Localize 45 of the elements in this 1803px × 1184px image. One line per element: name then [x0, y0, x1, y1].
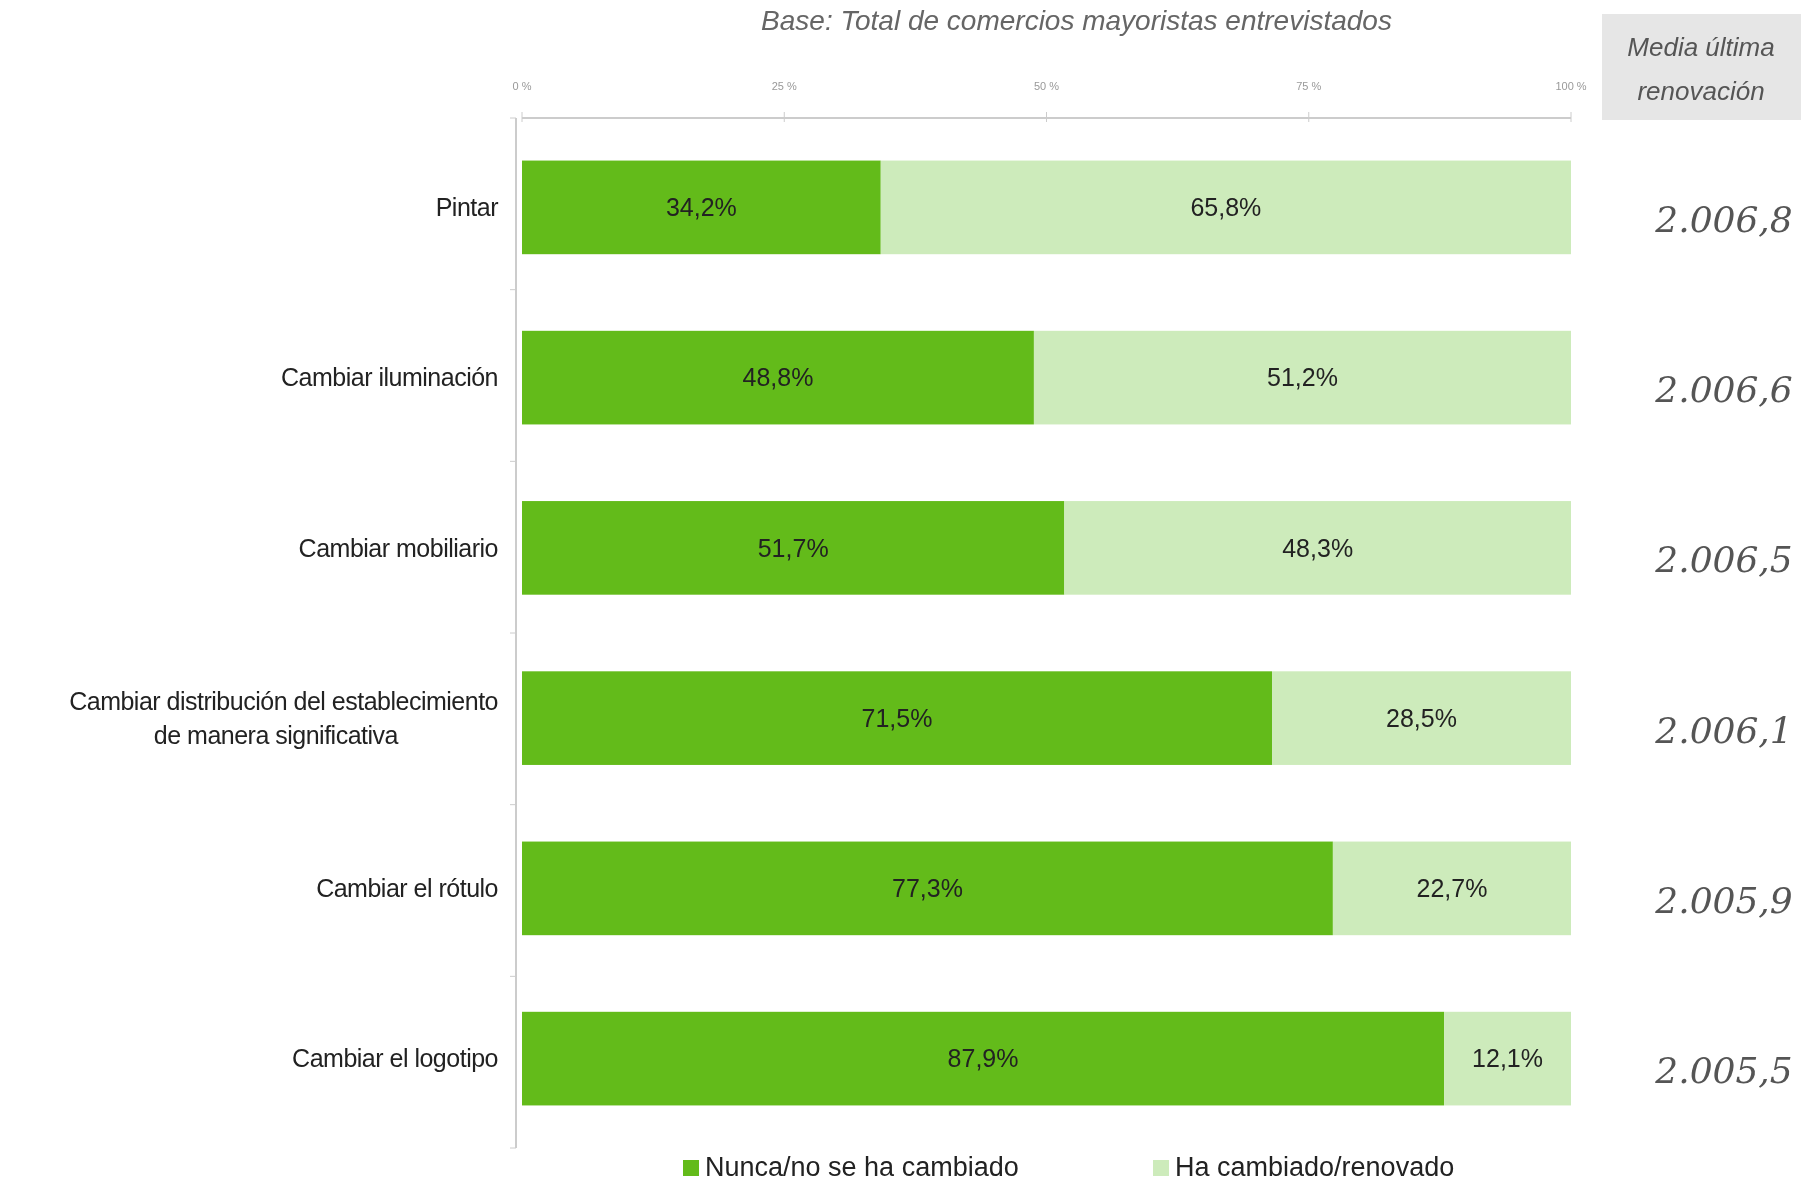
data-label: 87,9%	[947, 1044, 1019, 1073]
data-label: 51,2%	[1267, 363, 1338, 392]
chart-title: Base: Total de comercios mayoristas entrevistados	[761, 5, 1392, 36]
data-label: 65,8%	[1190, 193, 1262, 222]
data-label: 48,8%	[742, 363, 814, 392]
data-label: 34,2%	[665, 193, 737, 222]
text: 2.006,8	[1654, 198, 1793, 240]
y-tick-label: Cambiar mobiliario	[298, 533, 498, 562]
text: 2.005,9	[1654, 879, 1793, 921]
bar	[522, 671, 1273, 765]
data-label: 71,5%	[861, 703, 933, 732]
x-tick-label: 50 %	[1033, 80, 1060, 92]
data-label: 51,7%	[757, 533, 829, 562]
bar	[1033, 330, 1571, 425]
text: 2.006,6	[1654, 369, 1793, 411]
legend-label: Nunca/no se ha cambiado	[705, 1152, 1019, 1182]
bar	[522, 501, 1065, 595]
x-tick-label: 100 %	[1555, 80, 1587, 92]
x-tick-label: 0 %	[512, 80, 532, 92]
bar	[1064, 501, 1571, 595]
x-tick-label: 25 %	[771, 80, 797, 92]
bar	[880, 160, 1571, 255]
bar	[1272, 671, 1572, 765]
y-tick-label: Cambiar distribución del establecimiento de manera significativa	[69, 686, 498, 749]
text: 2.006,5	[1654, 539, 1793, 581]
data-label: 77,3%	[891, 874, 963, 903]
text: 2.005,5	[1654, 1050, 1793, 1092]
bar	[522, 160, 881, 255]
bar	[1332, 841, 1571, 936]
text: Media última renovación	[1627, 32, 1775, 106]
y-tick-label: Pintar	[435, 193, 499, 222]
bar	[522, 841, 1333, 936]
bar	[1444, 1011, 1571, 1106]
y-tick-label: Cambiar iluminación	[281, 363, 498, 392]
y-tick-label: Cambiar el logotipo	[292, 1044, 498, 1073]
data-label: 48,3%	[1282, 533, 1354, 562]
x-tick-label: 75 %	[1296, 80, 1322, 92]
legend-label: Ha cambiado/renovado	[1175, 1152, 1455, 1182]
data-label: 22,7%	[1416, 874, 1488, 903]
data-label: 12,1%	[1472, 1044, 1543, 1073]
bar	[522, 330, 1034, 425]
bar	[522, 1011, 1445, 1106]
text: 2.006,1	[1654, 709, 1793, 751]
y-tick-label: Cambiar el rótulo	[316, 874, 498, 903]
data-label: 28,5%	[1386, 703, 1457, 732]
